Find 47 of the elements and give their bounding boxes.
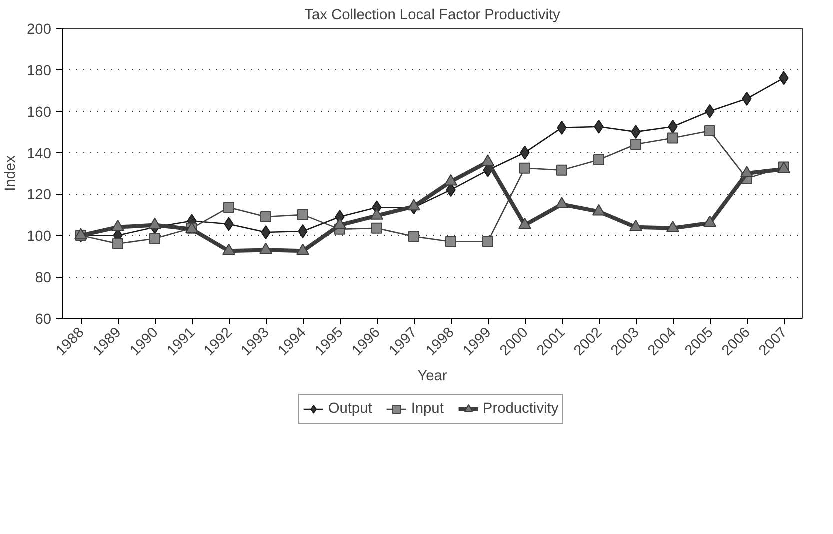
point [740, 166, 754, 178]
point [592, 204, 606, 216]
legend-label: Input [411, 401, 444, 417]
point [112, 220, 124, 232]
chart-title: Tax Collection Local Factor Productivity [304, 8, 562, 24]
y-tick-label: 200 [27, 22, 52, 38]
point [666, 220, 680, 232]
point [556, 197, 568, 209]
point [444, 174, 458, 186]
point [298, 209, 308, 220]
point [518, 218, 532, 230]
y-tick-label: 180 [27, 63, 52, 80]
point [222, 244, 236, 256]
point [150, 233, 160, 244]
point [296, 244, 310, 256]
point [594, 154, 604, 166]
point [630, 139, 642, 150]
y-tick-label: 160 [27, 104, 52, 121]
point [520, 162, 530, 174]
point [334, 218, 346, 230]
point [668, 132, 678, 144]
point [372, 222, 382, 234]
y-tick-label: 120 [27, 188, 52, 204]
point [112, 238, 124, 250]
point [408, 231, 420, 242]
legend-label: Output [328, 401, 372, 417]
point [260, 212, 272, 222]
point [704, 216, 716, 228]
y-tick-label: 100 [27, 229, 52, 246]
y-tick-label: 140 [27, 146, 52, 162]
point [148, 218, 162, 230]
point [556, 164, 568, 176]
point [370, 208, 384, 220]
point [482, 154, 494, 166]
point [260, 242, 272, 254]
point [224, 202, 234, 214]
point [630, 220, 642, 232]
x-axis-title: Year [418, 368, 448, 384]
legend-label: Productivity [482, 401, 559, 417]
y-tick-label: 60 [35, 312, 52, 328]
point [408, 199, 420, 211]
point [446, 236, 456, 248]
y-tick-label: 80 [35, 270, 52, 287]
y-axis-title: Index [3, 154, 20, 192]
point [704, 126, 716, 137]
point [482, 236, 494, 248]
point [298, 224, 308, 238]
